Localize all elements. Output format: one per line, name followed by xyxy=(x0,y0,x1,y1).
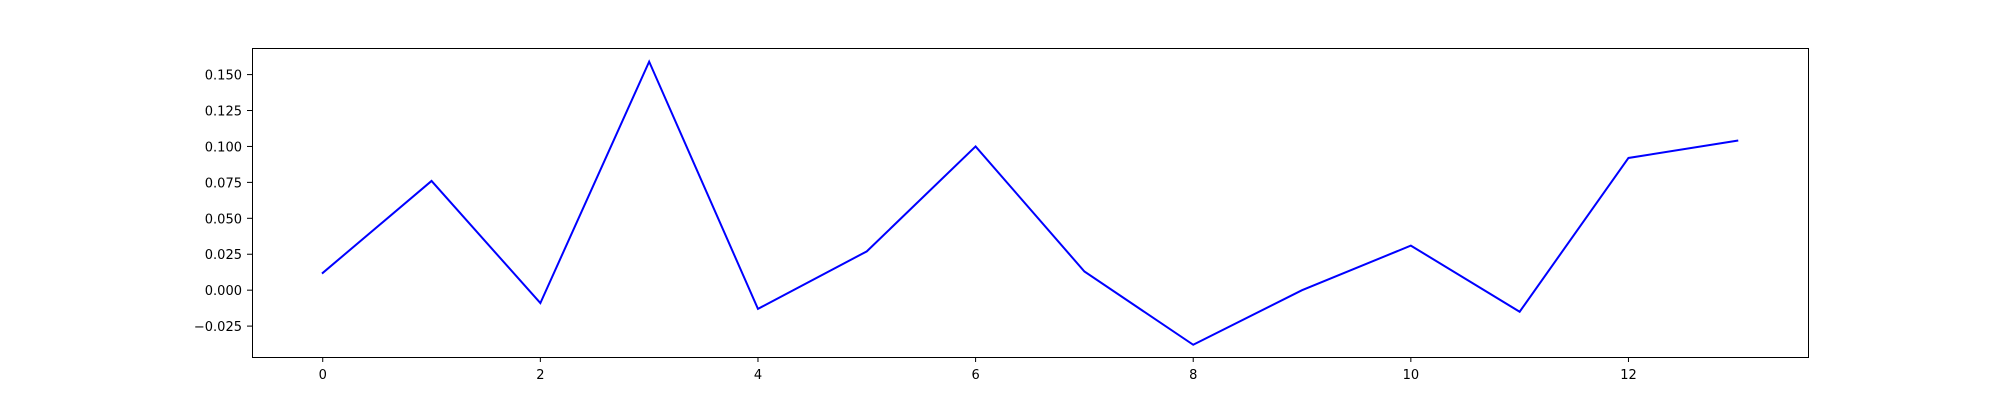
x-tick-label: 2 xyxy=(536,368,544,383)
y-tick-label: −0.025 xyxy=(194,320,242,335)
y-tick-label: 0.050 xyxy=(205,212,242,227)
series-line xyxy=(323,62,1738,345)
y-tick-label: 0.075 xyxy=(205,176,242,191)
plot-frame xyxy=(253,49,1809,358)
y-tick-label: 0.150 xyxy=(205,69,242,84)
y-tick-label: 0.100 xyxy=(205,140,242,155)
x-tick-label: 6 xyxy=(971,368,979,383)
x-tick-label: 0 xyxy=(319,368,327,383)
x-tick-label: 10 xyxy=(1403,368,1420,383)
series-layer xyxy=(323,62,1738,345)
axes: 0 2 4 6 8 10 12 −0.025 0.000 0.025 0.050 0.075 0.100… xyxy=(194,69,1637,383)
y-tick-label: 0.025 xyxy=(205,248,242,263)
x-tick-label: 12 xyxy=(1620,368,1637,383)
y-tick-label: 0.125 xyxy=(205,105,242,120)
x-tick-label: 4 xyxy=(754,368,762,383)
x-tick-label: 8 xyxy=(1189,368,1197,383)
y-tick-label: 0.000 xyxy=(205,284,242,299)
